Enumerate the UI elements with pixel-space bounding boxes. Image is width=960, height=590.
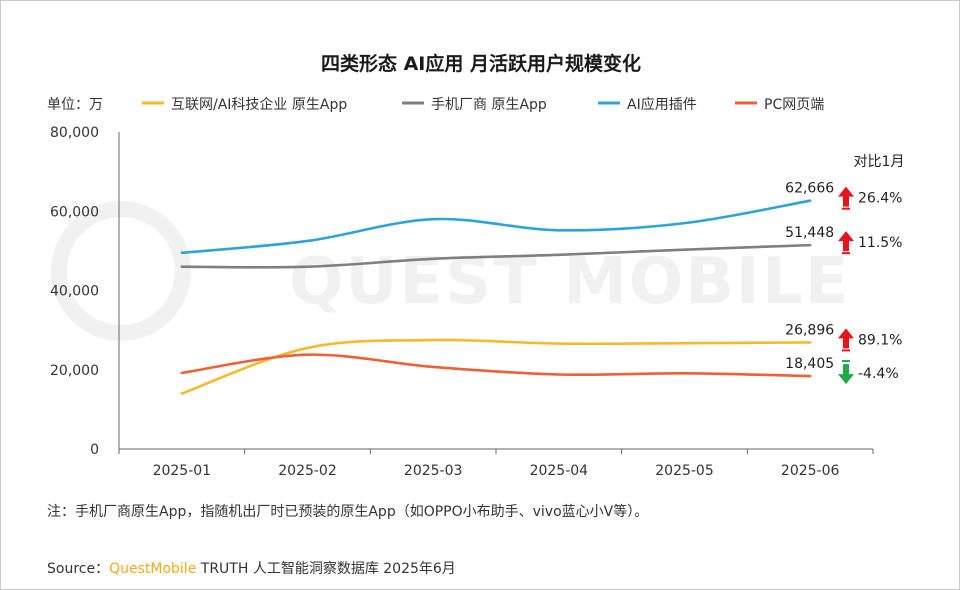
chart-title: 四类形态 AI应用 月活跃用户规模变化 bbox=[321, 52, 641, 75]
watermark: QUEST MOBILE bbox=[51, 201, 850, 341]
watermark-text: QUEST MOBILE bbox=[289, 245, 850, 319]
series-line-1 bbox=[180, 243, 812, 269]
arrow-base bbox=[842, 349, 850, 352]
x-tick-label: 2025-02 bbox=[278, 463, 337, 479]
series-line-3 bbox=[180, 353, 812, 378]
change-percent-label: 89.1% bbox=[858, 332, 902, 348]
data-labels: 26,896 89.1% 51,448 11.5% 62,666 26.4% 18,405 -… bbox=[785, 181, 902, 385]
x-tick-label: 2025-04 bbox=[530, 463, 589, 479]
end-value-label: 62,666 bbox=[785, 181, 834, 197]
series-lines bbox=[180, 199, 812, 395]
arrow-base bbox=[842, 207, 850, 210]
arrow-base bbox=[842, 252, 850, 255]
change-percent-label: 26.4% bbox=[858, 191, 902, 207]
y-tick-label: 80,000 bbox=[50, 125, 99, 141]
end-value-label: 18,405 bbox=[785, 356, 834, 372]
x-tick-label: 2025-03 bbox=[404, 463, 463, 479]
arrow-up-icon bbox=[838, 231, 854, 252]
series-line-0 bbox=[180, 338, 812, 395]
y-tick-label: 40,000 bbox=[50, 284, 99, 300]
change-percent-label: -4.4% bbox=[858, 366, 899, 382]
legend-label-3: PC网页端 bbox=[764, 97, 824, 113]
end-value-label: 26,896 bbox=[785, 322, 834, 338]
arrow-down-icon bbox=[838, 364, 854, 385]
y-tick-label: 0 bbox=[90, 442, 99, 458]
arrow-up-icon bbox=[838, 186, 854, 207]
compare-label: 对比1月 bbox=[854, 154, 905, 170]
watermark-logo-ring bbox=[51, 201, 191, 341]
change-percent-label: 11.5% bbox=[858, 235, 902, 251]
legend: 互联网/AI科技企业 原生App 手机厂商 原生App AI应用插件 PC网页端 bbox=[142, 96, 824, 113]
axes: 0 20,000 40,000 60,000 80,000 2025-01 2025-02 2… bbox=[50, 125, 874, 479]
legend-label-0: 互联网/AI科技企业 原生App bbox=[171, 96, 347, 113]
source-rest: TRUTH 人工智能洞察数据库 2025年6月 bbox=[196, 561, 456, 577]
arrow-up-icon bbox=[838, 328, 854, 349]
legend-label-2: AI应用插件 bbox=[627, 96, 697, 113]
x-tick-label: 2025-01 bbox=[153, 463, 212, 479]
series-line-2 bbox=[180, 199, 812, 255]
y-tick-label: 60,000 bbox=[50, 204, 99, 220]
source-line: Source：QuestMobile TRUTH 人工智能洞察数据库 2025年… bbox=[47, 558, 456, 578]
x-tick-label: 2025-06 bbox=[781, 463, 840, 479]
legend-label-1: 手机厂商 原生App bbox=[431, 97, 547, 113]
source-prefix: Source： bbox=[47, 561, 110, 577]
x-tick-label: 2025-05 bbox=[655, 463, 714, 479]
footnote: 注：手机厂商原生App，指随机出厂时已预装的原生App（如OPPO小布助手、vi… bbox=[47, 504, 649, 520]
unit-label: 单位：万 bbox=[47, 97, 103, 113]
arrow-base bbox=[842, 360, 850, 363]
source-brand: QuestMobile bbox=[109, 561, 197, 577]
end-value-label: 51,448 bbox=[785, 225, 834, 241]
y-tick-label: 20,000 bbox=[50, 363, 99, 379]
